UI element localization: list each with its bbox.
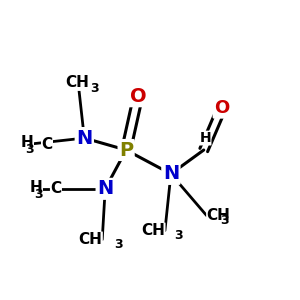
- Text: N: N: [97, 179, 113, 198]
- Text: 3: 3: [114, 238, 123, 250]
- Text: H: H: [30, 180, 43, 195]
- Text: C: C: [50, 181, 62, 196]
- Text: C: C: [41, 136, 52, 152]
- Text: N: N: [76, 129, 92, 148]
- Text: CH: CH: [207, 208, 231, 223]
- Text: 3: 3: [174, 229, 183, 242]
- Text: N: N: [163, 164, 179, 183]
- Text: CH: CH: [65, 75, 89, 90]
- Text: 3: 3: [25, 143, 33, 156]
- Text: 3: 3: [90, 82, 99, 95]
- Text: CH: CH: [78, 232, 102, 247]
- Text: 3: 3: [34, 188, 42, 201]
- Text: H: H: [21, 135, 34, 150]
- Text: 3: 3: [220, 214, 229, 227]
- Text: O: O: [214, 99, 229, 117]
- Text: P: P: [119, 140, 133, 160]
- Text: H: H: [200, 131, 211, 145]
- Text: O: O: [130, 87, 146, 106]
- Text: CH: CH: [141, 223, 165, 238]
